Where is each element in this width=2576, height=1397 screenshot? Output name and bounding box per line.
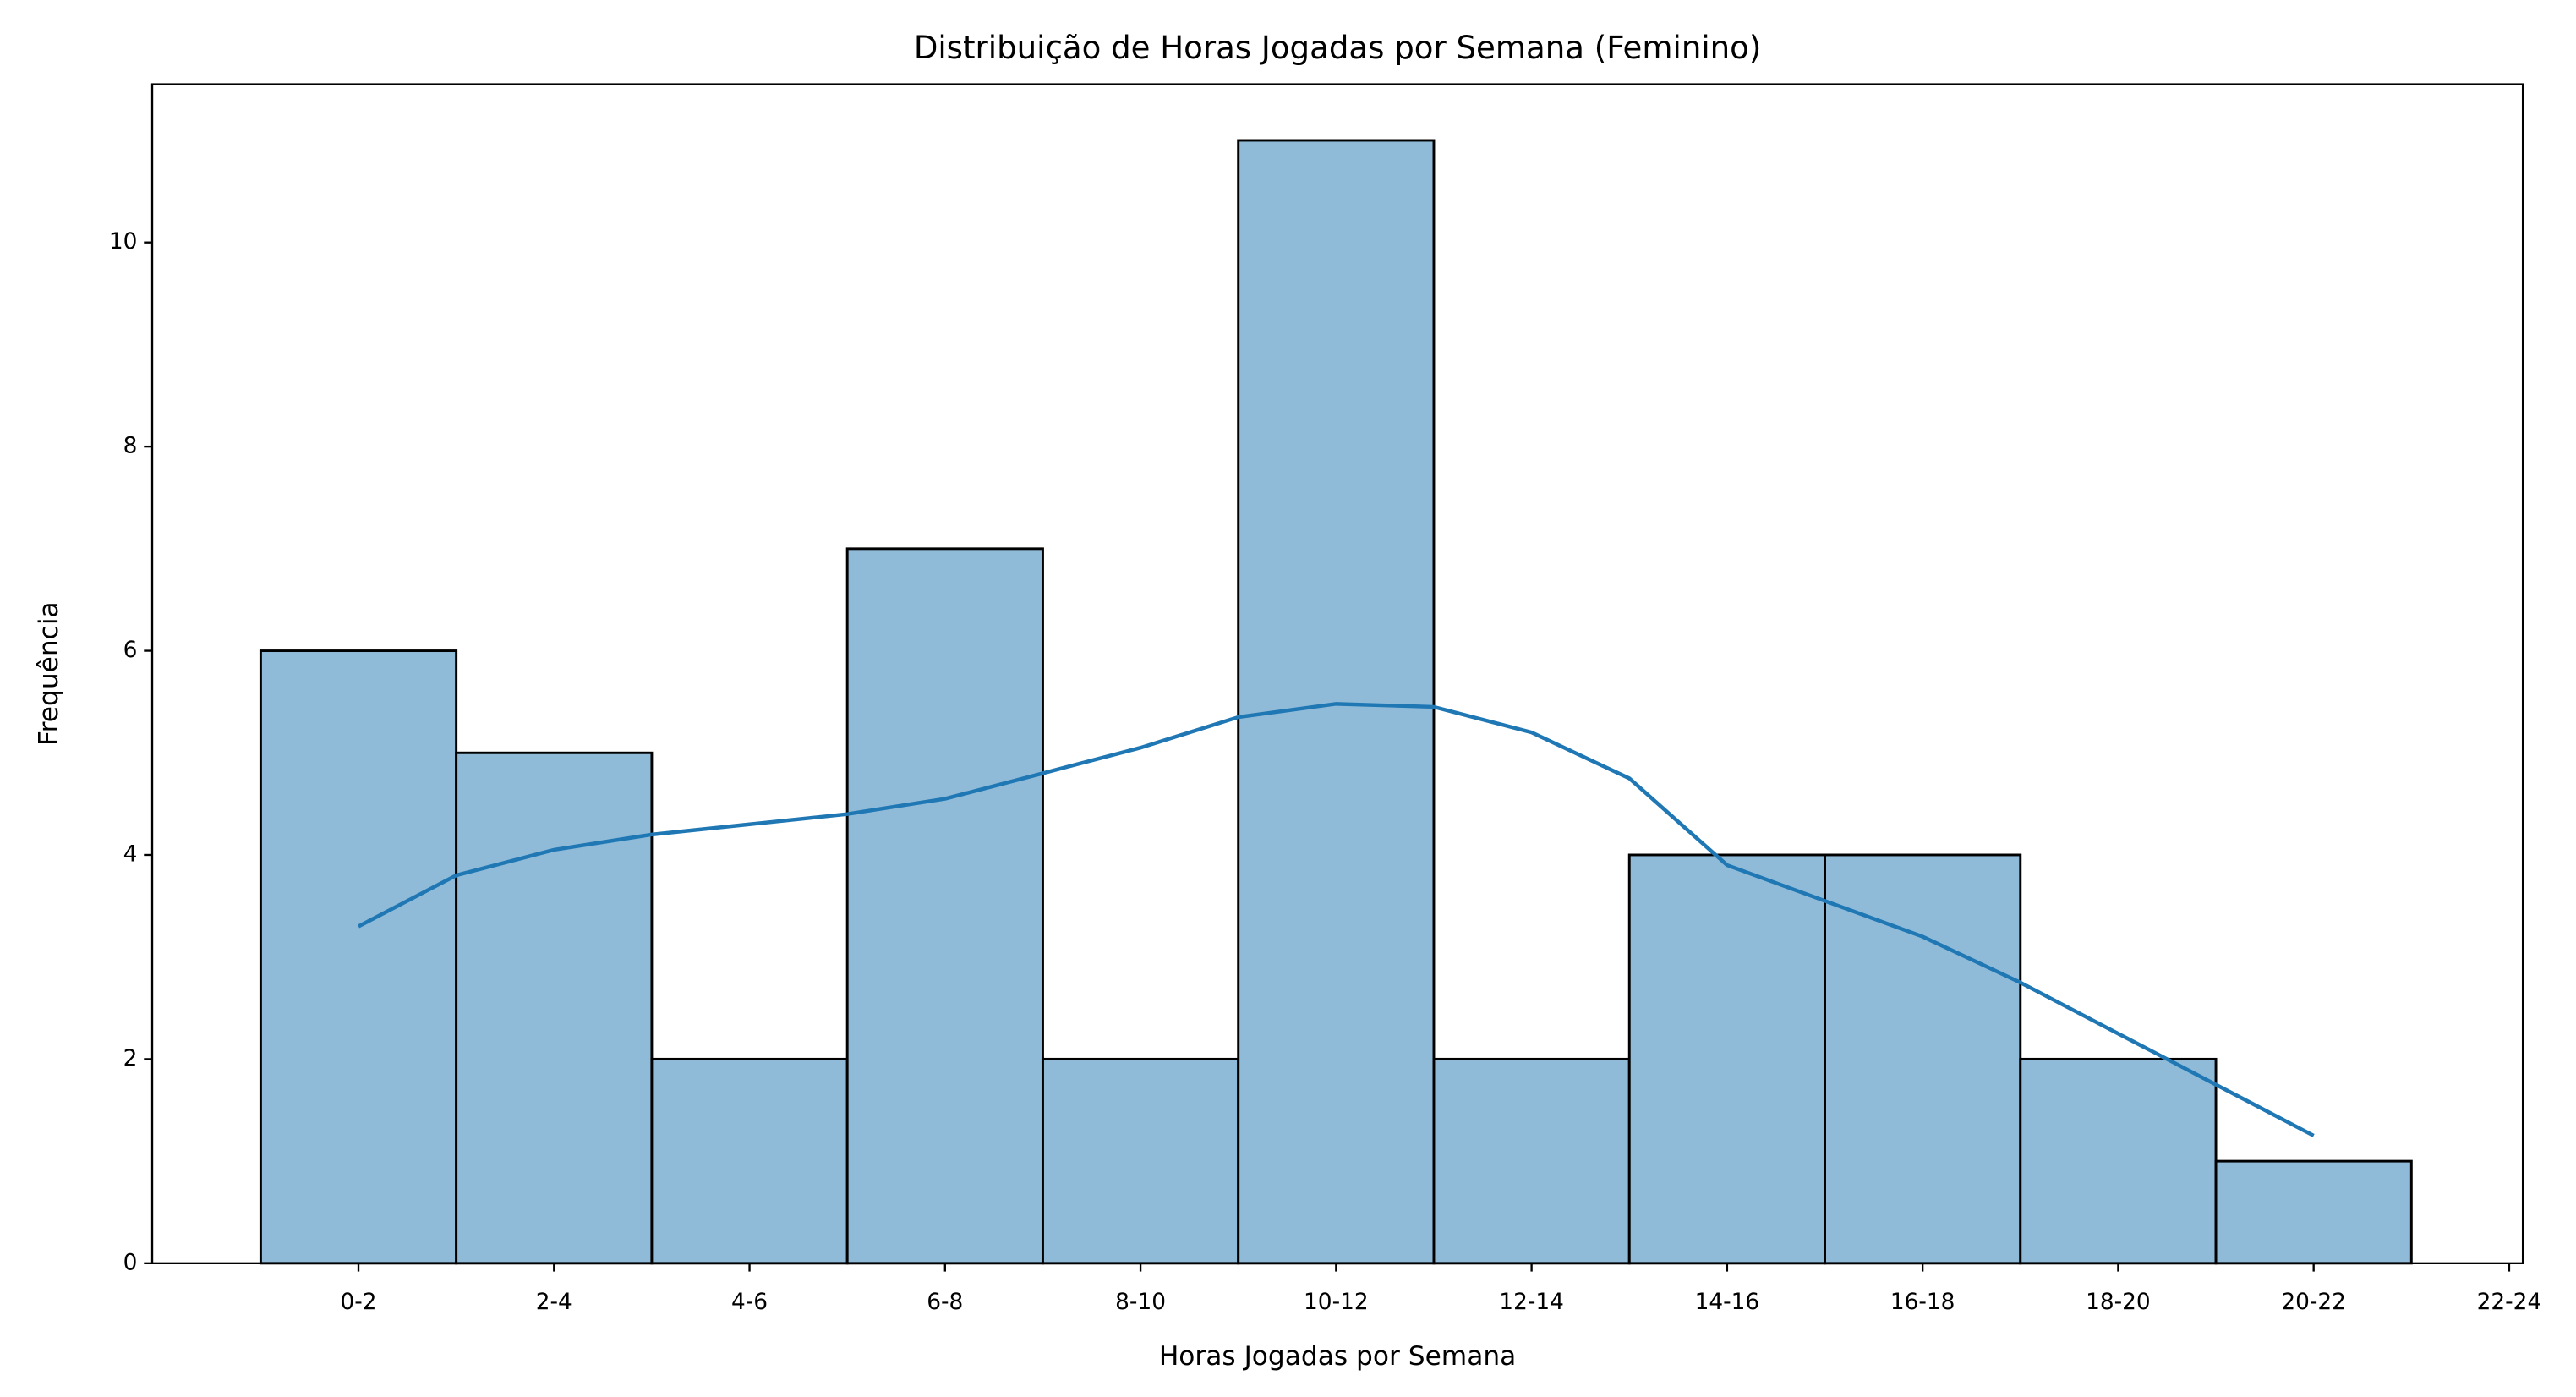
plot-frame (150, 83, 2524, 1265)
x-tick-label: 16-18 (1890, 1290, 1955, 1315)
x-tick-label: 6-8 (927, 1290, 963, 1315)
y-tick-label: 4 (123, 841, 138, 867)
x-tick-label: 2-4 (536, 1290, 572, 1315)
bar (650, 1057, 849, 1265)
x-tick-label: 4-6 (731, 1290, 768, 1315)
x-tick-label: 8-10 (1115, 1290, 1166, 1315)
y-tick-label: 6 (123, 638, 138, 663)
x-tick-label: 10-12 (1304, 1290, 1369, 1315)
bar (1824, 853, 2022, 1265)
x-tick-label: 20-22 (2281, 1290, 2346, 1315)
x-axis-label: Horas Jogadas por Semana (1159, 1341, 1517, 1372)
y-tick-label: 2 (123, 1046, 138, 1071)
bar (1432, 1057, 1631, 1265)
y-tick-label: 8 (123, 434, 138, 459)
bar (845, 547, 1044, 1265)
y-tick-label: 10 (109, 229, 138, 255)
x-tick-label: 18-20 (2086, 1290, 2151, 1315)
bar (1237, 139, 1436, 1265)
x-tick-label: 0-2 (340, 1290, 376, 1315)
y-axis-label: Frequência (34, 601, 64, 746)
x-tick-label: 12-14 (1499, 1290, 1564, 1315)
kde-line (357, 702, 2315, 1137)
bar (1041, 1057, 1240, 1265)
x-tick-label: 14-16 (1695, 1290, 1760, 1315)
bar (2019, 1057, 2218, 1265)
y-tick-label: 0 (123, 1250, 138, 1275)
x-tick-label: 22-24 (2477, 1290, 2542, 1315)
bar (455, 751, 654, 1265)
chart-title: Distribuição de Horas Jogadas por Semana… (914, 30, 1762, 66)
bar (2214, 1159, 2413, 1265)
bar (1627, 853, 1826, 1265)
bar (259, 649, 458, 1265)
